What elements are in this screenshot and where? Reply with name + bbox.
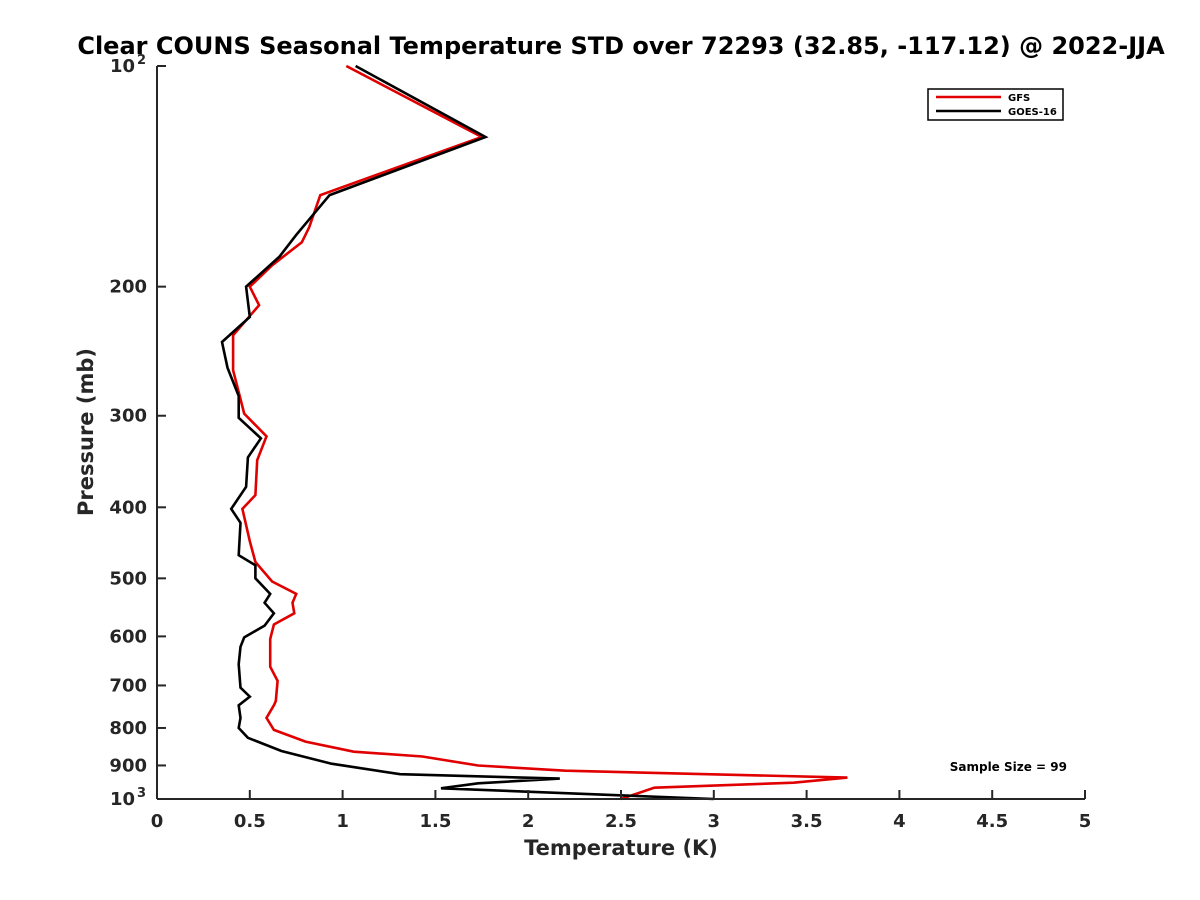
axes-background (157, 66, 1085, 799)
legend-label-gfs: GFS (1008, 93, 1030, 104)
x-tick-label: 0 (151, 811, 164, 832)
x-tick-label: 1.5 (419, 811, 451, 832)
y-tick-label: 800 (109, 718, 147, 739)
tick-layer: 0 0.5 1 1.5 2 2.5 3 3.5 4 4.5 510 22003004005006007… (109, 53, 1091, 832)
x-tick-label: 4.5 (976, 811, 1008, 832)
x-tick-label: 3.5 (791, 811, 823, 832)
x-tick-label: 4 (893, 811, 906, 832)
plot-area: 0 0.5 1 1.5 2 2.5 3 3.5 4 4.5 510 22003004005006007… (109, 53, 1091, 832)
x-axis-label: Temperature (K) (524, 836, 718, 860)
x-tick-label: 0.5 (234, 811, 266, 832)
y-axis-label: Pressure (mb) (74, 348, 98, 516)
y-tick-exponent: 3 (137, 786, 146, 801)
series-line-gfs (231, 64, 848, 801)
legend: GFS GOES-16 (927, 88, 1064, 121)
y-tick-exponent: 2 (137, 53, 146, 68)
chart-title: Clear COUNS Seasonal Temperature STD ove… (77, 32, 1165, 60)
y-tick-label: 600 (109, 626, 147, 647)
y-tick-label: 900 (109, 755, 147, 776)
series-line-goes16 (220, 64, 714, 801)
series-layer (220, 64, 848, 801)
legend-label-goes16: GOES-16 (1008, 107, 1057, 118)
y-tick-label: 10 (110, 789, 135, 810)
legend-box (927, 88, 1064, 121)
y-tick-label: 200 (109, 277, 147, 298)
x-tick-label: 2.5 (605, 811, 637, 832)
sample-size-annotation: Sample Size = 99 (950, 760, 1067, 774)
y-tick-label: 300 (109, 406, 147, 427)
y-tick-label: 700 (109, 675, 147, 696)
x-tick-label: 2 (522, 811, 535, 832)
y-tick-label: 400 (109, 497, 147, 518)
y-tick-label: 500 (109, 568, 147, 589)
x-tick-label: 1 (336, 811, 349, 832)
y-tick-label: 10 (110, 56, 135, 77)
x-tick-label: 5 (1079, 811, 1092, 832)
x-tick-label: 3 (708, 811, 721, 832)
